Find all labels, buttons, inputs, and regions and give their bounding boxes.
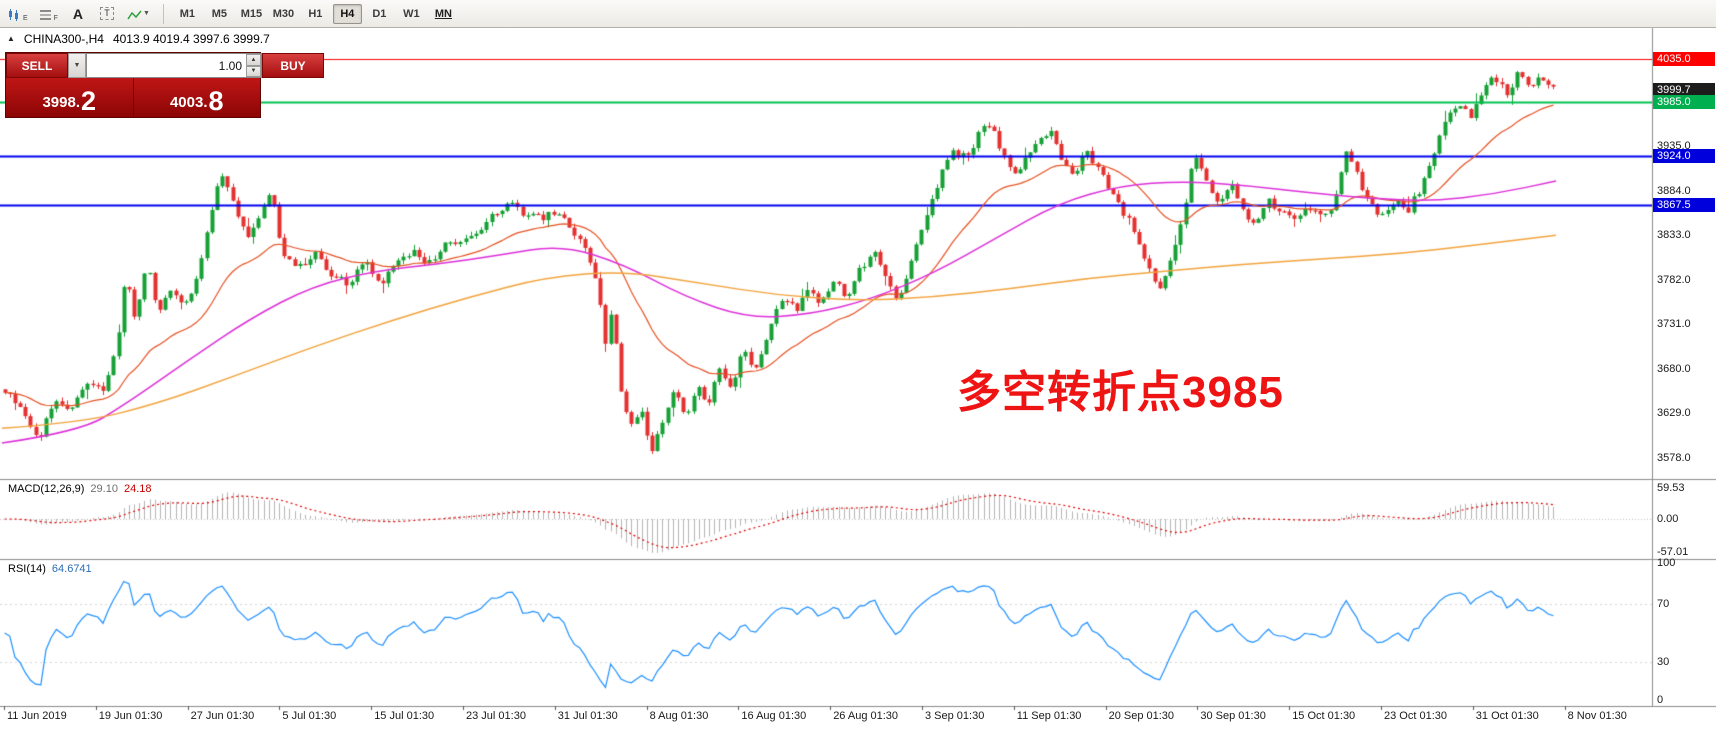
time-axis-label: 30 Sep 01:30 — [1200, 710, 1266, 722]
toolbar: E F A T ▼ M1 M5 M15 M30 H1 H4 D1 — [0, 0, 1716, 28]
template-icon: T — [100, 7, 114, 20]
sell-price-pip: 2 — [81, 86, 97, 117]
rsi-indicator-label: RSI(14) 64.6741 — [8, 563, 92, 575]
one-click-trade-panel: SELL ▼ ▲ ▼ BUY 3998. 2 4003. 8 — [5, 52, 324, 118]
volume-input[interactable] — [87, 54, 246, 77]
volume-decrease-button[interactable]: ▼ — [246, 65, 261, 77]
price-tick-label: 3833.0 — [1657, 229, 1691, 242]
sell-button[interactable]: SELL — [6, 53, 68, 78]
macd-main-value: 29.10 — [90, 483, 118, 495]
rsi-name: RSI(14) — [8, 563, 46, 575]
volume-dropdown-button[interactable]: ▼ — [68, 53, 86, 78]
grid-icon — [39, 9, 51, 20]
indicator-zigzag-icon — [127, 10, 142, 19]
timeframe-m30-button[interactable]: M30 — [269, 4, 298, 24]
macd-level-label: 0.00 — [1657, 513, 1679, 525]
sell-price-main: 3998. — [42, 94, 80, 112]
time-axis-label: 26 Aug 01:30 — [833, 710, 899, 722]
price-tick-label: 3629.0 — [1657, 407, 1691, 420]
buy-button[interactable]: BUY — [262, 53, 324, 78]
timeframe-d1-button[interactable]: D1 — [365, 4, 394, 24]
price-tag-label: 3924.0 — [1653, 148, 1715, 163]
grid-button[interactable]: F — [35, 3, 62, 25]
timeframe-h1-button[interactable]: H1 — [301, 4, 330, 24]
time-axis-label: 8 Aug 01:30 — [649, 710, 709, 722]
chart-annotation-text: 多空转折点3985 — [957, 368, 1284, 417]
volume-spinner: ▲ ▼ — [246, 54, 261, 77]
price-tick-label: 3680.0 — [1657, 362, 1691, 375]
timeframe-m15-button[interactable]: M15 — [237, 4, 266, 24]
time-axis-label: 16 Aug 01:30 — [741, 710, 807, 722]
volume-increase-button[interactable]: ▲ — [246, 54, 261, 66]
rsi-value: 64.6741 — [51, 563, 92, 575]
sell-price[interactable]: 3998. 2 — [6, 78, 134, 117]
trade-panel-prices: 3998. 2 4003. 8 — [6, 78, 260, 117]
macd-name: MACD(12,26,9) — [8, 483, 85, 495]
time-axis-label: 5 Jul 01:30 — [282, 710, 337, 722]
time-axis-label: 27 Jun 01:30 — [190, 710, 255, 722]
macd-signal-value: 24.18 — [123, 483, 152, 495]
price-tag-label: 3985.0 — [1653, 95, 1715, 110]
price-tick-label: 3578.0 — [1657, 451, 1691, 464]
time-axis-label: 11 Sep 01:30 — [1016, 710, 1082, 722]
time-axis-label: 23 Oct 01:30 — [1384, 710, 1447, 722]
icon-badge: F — [53, 14, 58, 22]
volume-field: ▲ ▼ — [86, 53, 262, 78]
price-tag-label: 4035.0 — [1653, 51, 1715, 66]
indicators-button[interactable]: ▼ — [123, 3, 154, 25]
macd-level-label: -57.01 — [1657, 545, 1689, 558]
timeframe-m1-button[interactable]: M1 — [173, 4, 202, 24]
time-axis-label: 20 Sep 01:30 — [1108, 710, 1175, 722]
icon-badge: E — [23, 14, 28, 22]
macd-level-label: 59.53 — [1657, 482, 1685, 494]
time-axis-label: 19 Jun 01:30 — [98, 710, 163, 722]
rsi-level-label: 70 — [1657, 597, 1670, 610]
price-tick-label: 3782.0 — [1657, 273, 1691, 286]
rsi-level-label: 0 — [1657, 694, 1664, 706]
time-axis-label: 15 Oct 01:30 — [1292, 710, 1356, 722]
timeframe-h4-button[interactable]: H4 — [332, 3, 362, 24]
time-axis-label: 3 Sep 01:30 — [925, 710, 985, 722]
price-tick-label: 3731.0 — [1657, 318, 1691, 331]
chevron-down-icon: ▼ — [73, 62, 81, 69]
ohlc-values: 4013.9 4019.4 3997.6 3999.7 — [112, 32, 270, 46]
toolbar-separator — [162, 3, 164, 24]
price-tick-label: 3884.0 — [1657, 184, 1691, 197]
time-axis-label: 8 Nov 01:30 — [1567, 710, 1627, 722]
timeframe-mn-button[interactable]: MN — [429, 4, 458, 24]
text-tool-icon: A — [72, 5, 84, 22]
time-axis-label: 23 Jul 01:30 — [466, 710, 526, 722]
macd-indicator-label: MACD(12,26,9) 29.10 24.18 — [8, 483, 151, 495]
chart-header: ▲ CHINA300-,H4 4013.9 4019.4 3997.6 3999… — [7, 32, 270, 46]
candlestick-chart-icon — [9, 8, 18, 21]
time-axis-label: 31 Oct 01:30 — [1475, 710, 1539, 722]
price-tag-label: 3867.5 — [1653, 198, 1715, 213]
price-tag-label: 3999.7 — [1653, 82, 1715, 97]
timeframe-w1-button[interactable]: W1 — [397, 4, 426, 24]
timeframe-m5-button[interactable]: M5 — [205, 4, 234, 24]
chart-type-button[interactable]: E — [4, 3, 32, 25]
buy-price[interactable]: 4003. 8 — [133, 78, 260, 117]
time-axis-label: 31 Jul 01:30 — [557, 710, 618, 722]
chevron-down-icon: ▼ — [142, 10, 150, 17]
rsi-level-label: 100 — [1657, 557, 1676, 569]
buy-price-pip: 8 — [208, 86, 224, 117]
text-tool-button[interactable]: A — [65, 3, 91, 25]
buy-price-main: 4003. — [169, 94, 208, 112]
rsi-level-label: 30 — [1657, 656, 1670, 669]
time-axis-label: 11 Jun 2019 — [7, 710, 67, 722]
chart-shift-icon: ▲ — [7, 34, 15, 43]
template-button[interactable]: T — [94, 3, 120, 25]
time-axis-label: 15 Jul 01:30 — [374, 710, 435, 722]
symbol-period-label: CHINA300-,H4 — [23, 32, 104, 46]
trade-panel-controls: SELL ▼ ▲ ▼ BUY — [6, 53, 324, 78]
